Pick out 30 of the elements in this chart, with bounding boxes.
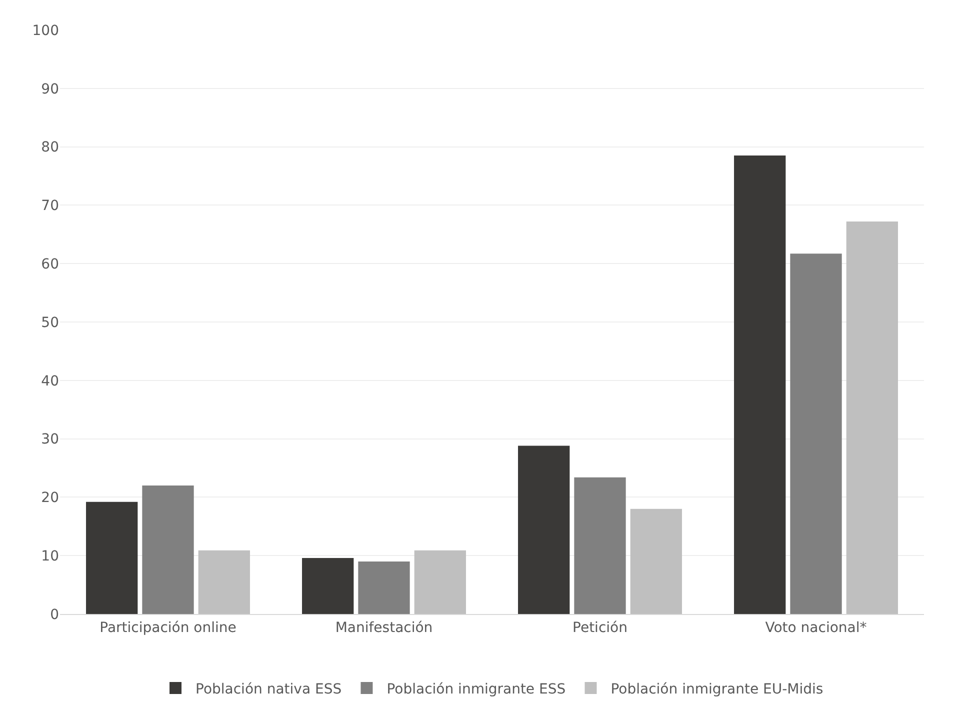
- x-tick-label: Voto nacional*: [765, 620, 867, 636]
- legend-label: Población inmigrante ESS: [386, 681, 566, 698]
- y-tick-label: 40: [41, 373, 59, 390]
- y-tick-label: 90: [41, 81, 59, 98]
- bar: [630, 508, 682, 614]
- bar: [414, 550, 466, 614]
- bar: [518, 446, 570, 614]
- x-tick-label: Petición: [572, 620, 628, 636]
- y-tick-label: 10: [41, 548, 59, 564]
- y-tick-label: 20: [41, 490, 59, 506]
- x-tick-label: Participación online: [100, 620, 236, 636]
- legend-label: Población inmigrante EU-Midis: [610, 681, 824, 698]
- y-tick-label: 30: [41, 432, 59, 448]
- y-tick-label: 50: [41, 314, 59, 331]
- bar: [790, 254, 842, 614]
- bar: [198, 550, 250, 614]
- y-tick-label: 100: [32, 22, 59, 39]
- bar: [846, 222, 898, 614]
- bar: [302, 558, 354, 614]
- legend-label: Población nativa ESS: [196, 681, 342, 698]
- y-tick-label: 0: [50, 606, 59, 623]
- y-tick-label: 80: [41, 140, 59, 156]
- y-tick-label: 60: [41, 256, 59, 272]
- bar: [142, 486, 194, 614]
- bar: [86, 502, 138, 614]
- bar: [734, 156, 786, 614]
- x-tick-label: Manifestación: [335, 620, 433, 636]
- y-tick-label: 70: [41, 198, 59, 214]
- bar: [358, 561, 410, 614]
- bar: [574, 477, 626, 614]
